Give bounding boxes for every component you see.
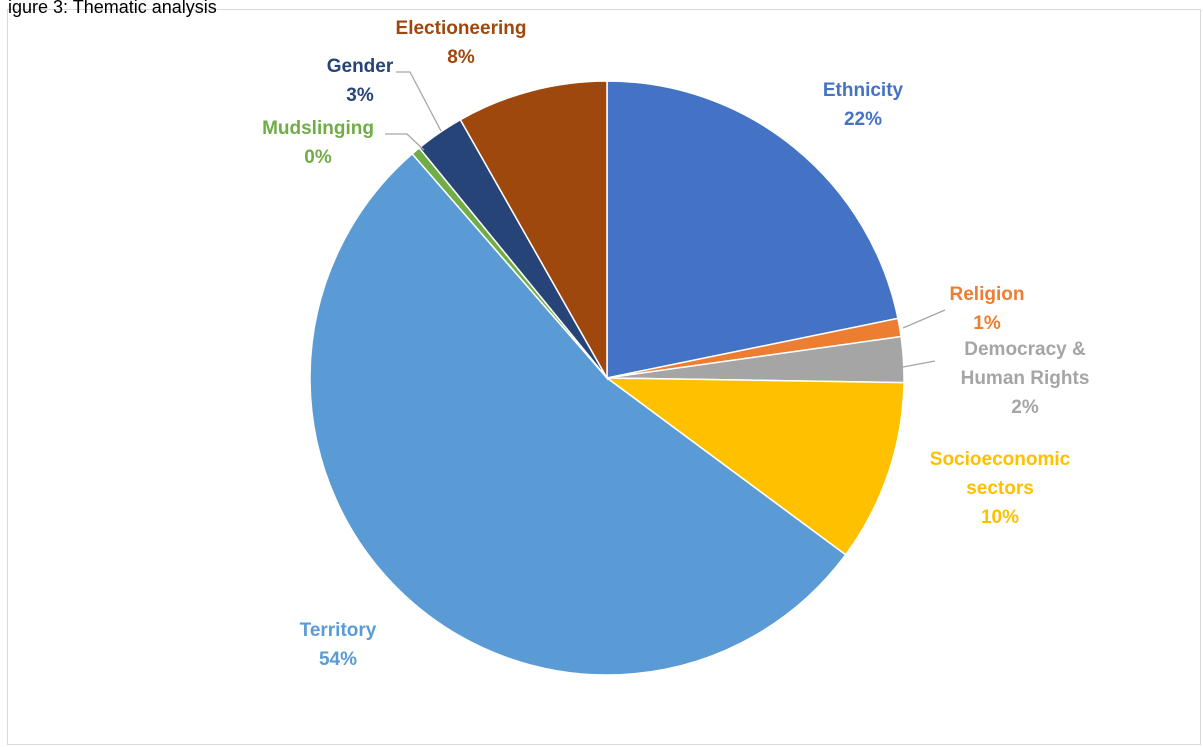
leader-line-mudslinging bbox=[385, 133, 425, 151]
leader-line-gender bbox=[396, 71, 442, 132]
leader-line-democracy-human-rights bbox=[902, 360, 936, 368]
pie-slice-socioeconomic-sectors bbox=[604, 377, 905, 556]
leader-line-religion bbox=[902, 309, 946, 329]
figure-caption: igure 3: Thematic analysis bbox=[8, 0, 217, 17]
pie-slice-electioneering bbox=[459, 80, 608, 381]
data-label-gender: Gender 3% bbox=[327, 56, 394, 106]
data-label-religion: Religion 1% bbox=[950, 284, 1025, 334]
data-label-electioneering: Electioneering 8% bbox=[396, 18, 527, 68]
data-label-socioeconomic-sectors: Socioeconomic sectors 10% bbox=[930, 449, 1071, 528]
data-label-mudslinging: Mudslinging 0% bbox=[262, 118, 374, 168]
data-label-ethnicity: Ethnicity 22% bbox=[823, 80, 904, 130]
data-label-territory: Territory 54% bbox=[300, 620, 377, 670]
pie-slice-territory bbox=[309, 152, 847, 676]
pie-slice-ethnicity bbox=[606, 80, 899, 379]
data-label-democracy-human-rights: Democracy & Human Rights 2% bbox=[961, 339, 1090, 418]
